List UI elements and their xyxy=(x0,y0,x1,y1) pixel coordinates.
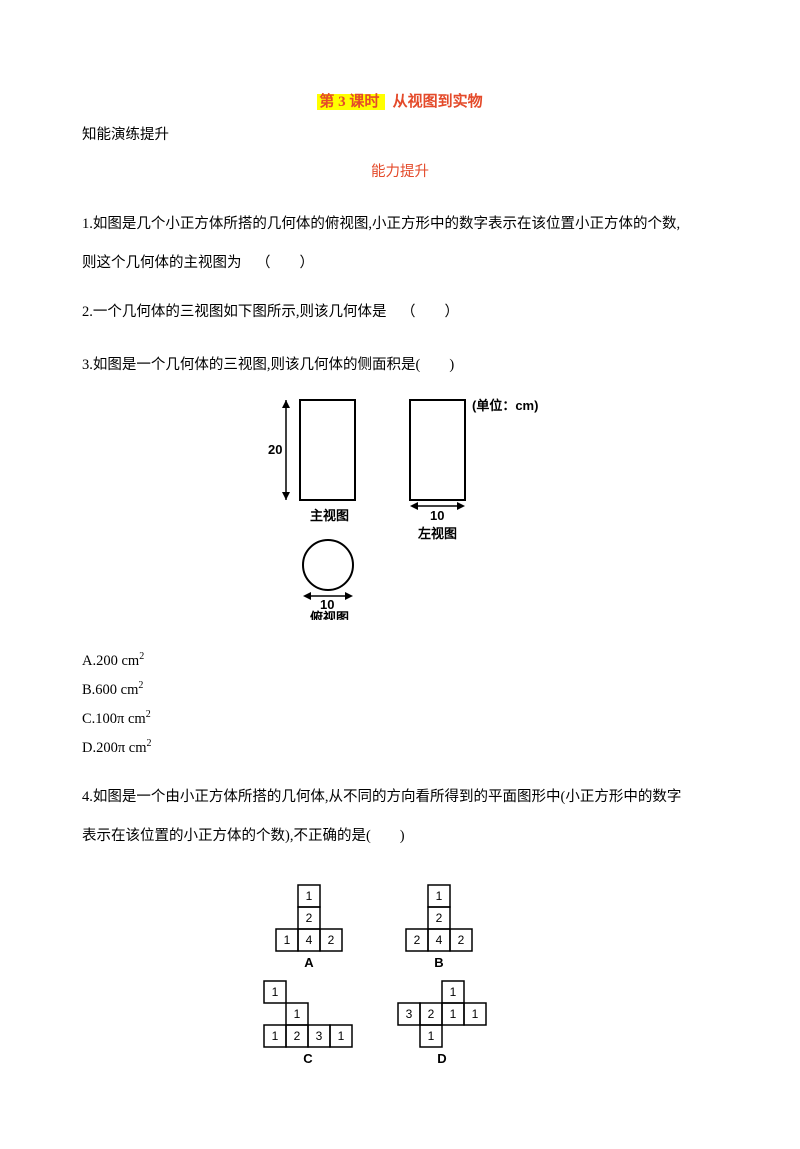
svg-text:2: 2 xyxy=(294,1029,301,1043)
q1-blank: （ ） xyxy=(256,255,314,271)
q3-opt-c: C.100π cm2 xyxy=(82,705,718,734)
q3-left-label: 左视图 xyxy=(418,526,457,541)
svg-text:2: 2 xyxy=(428,1007,435,1021)
q4-blank: ( ) xyxy=(366,828,405,844)
question-2: 2.一个几何体的三视图如下图所示,则该几何体是 （ ） xyxy=(82,298,718,327)
svg-text:4: 4 xyxy=(436,933,443,947)
svg-text:2: 2 xyxy=(414,933,421,947)
q3-opt-d: D.200π cm2 xyxy=(82,734,718,763)
q2-text: 一个几何体的三视图如下图所示,则该几何体是 xyxy=(93,304,387,320)
section-label: 知能演练提升 xyxy=(82,124,718,147)
question-3: 3.如图是一个几何体的三视图,则该几何体的侧面积是( ) 20 主视图 xyxy=(82,351,718,762)
q3-height: 20 xyxy=(268,442,282,457)
svg-text:D: D xyxy=(437,1051,446,1066)
svg-text:A: A xyxy=(304,955,314,970)
q3-options: A.200 cm2 B.600 cm2 C.100π cm2 D.200π cm… xyxy=(82,647,718,763)
svg-text:1: 1 xyxy=(294,1007,301,1021)
q3-width2: 10 xyxy=(430,508,444,523)
q3-opt-b: B.600 cm2 xyxy=(82,676,718,705)
svg-text:2: 2 xyxy=(436,911,443,925)
q4-text-a: 如图是一个由小正方体所搭的几何体,从不同的方向看所得到的平面图形中(小正方形中的… xyxy=(93,789,681,805)
svg-text:1: 1 xyxy=(272,985,279,999)
q3-unit: (单位：cm) xyxy=(472,398,538,413)
svg-text:4: 4 xyxy=(306,933,313,947)
svg-text:1: 1 xyxy=(450,1007,457,1021)
svg-text:1: 1 xyxy=(306,889,313,903)
svg-text:3: 3 xyxy=(316,1029,323,1043)
svg-text:1: 1 xyxy=(272,1029,279,1043)
svg-text:2: 2 xyxy=(306,911,313,925)
svg-text:2: 2 xyxy=(328,933,335,947)
svg-text:C: C xyxy=(303,1051,313,1066)
lesson-prefix: 第 xyxy=(319,94,334,110)
svg-text:B: B xyxy=(434,955,443,970)
svg-text:1: 1 xyxy=(472,1007,479,1021)
q1-text-b: 则这个几何体的主视图为 xyxy=(82,255,242,271)
q3-num: 3. xyxy=(82,357,93,373)
svg-text:1: 1 xyxy=(284,933,291,947)
svg-text:1: 1 xyxy=(428,1029,435,1043)
question-1: 1.如图是几个小正方体所搭的几何体的俯视图,小正方形中的数字表示在该位置小正方体… xyxy=(82,210,718,278)
page-title: 第 3 课时 从视图到实物 xyxy=(82,90,718,114)
q3-text: 如图是一个几何体的三视图,则该几何体的侧面积是 xyxy=(93,357,416,373)
lesson-no: 3 xyxy=(338,94,346,110)
q4-figure: 1 2 1 4 2 A 1 2 2 4 2 B xyxy=(82,881,718,1089)
svg-text:1: 1 xyxy=(338,1029,345,1043)
sub-header: 能力提升 xyxy=(82,161,718,184)
svg-text:1: 1 xyxy=(450,985,457,999)
lesson-title: 从视图到实物 xyxy=(393,94,483,110)
q4-text-b: 表示在该位置的小正方体的个数),不正确的是 xyxy=(82,828,366,844)
q2-num: 2. xyxy=(82,304,93,320)
q1-text-a: 如图是几个小正方体所搭的几何体的俯视图,小正方形中的数字表示在该位置小正方体的个… xyxy=(93,216,680,232)
lesson-suffix: 课时 xyxy=(349,94,379,110)
q3-main-label: 主视图 xyxy=(310,508,349,523)
q1-num: 1. xyxy=(82,216,93,232)
q4-num: 4. xyxy=(82,789,93,805)
q3-top-label: 俯视图 xyxy=(310,610,349,620)
lesson-number: 第 3 课时 xyxy=(317,94,385,110)
svg-text:2: 2 xyxy=(458,933,465,947)
q3-opt-a: A.200 cm2 xyxy=(82,647,718,676)
q2-blank: （ ） xyxy=(401,304,459,320)
svg-text:1: 1 xyxy=(436,889,443,903)
q3-blank: ( ) xyxy=(416,357,455,373)
svg-text:3: 3 xyxy=(406,1007,413,1021)
q3-figure: 20 主视图 10 左视图 (单位：cm) xyxy=(82,390,718,628)
question-4: 4.如图是一个由小正方体所搭的几何体,从不同的方向看所得到的平面图形中(小正方形… xyxy=(82,783,718,1089)
